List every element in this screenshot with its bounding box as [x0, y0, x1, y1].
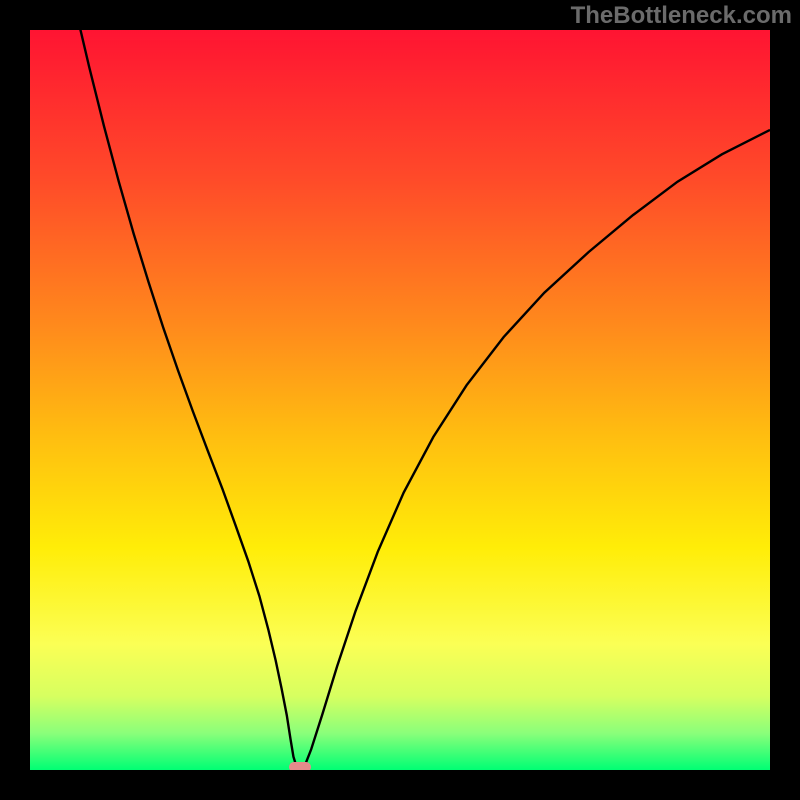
min-marker: [289, 762, 311, 770]
chart-frame: TheBottleneck.com: [0, 0, 800, 800]
curve-path: [30, 30, 770, 770]
plot: [30, 30, 770, 770]
curve-svg: [30, 30, 770, 770]
watermark-text: TheBottleneck.com: [571, 2, 792, 30]
plot-area: [30, 30, 770, 770]
